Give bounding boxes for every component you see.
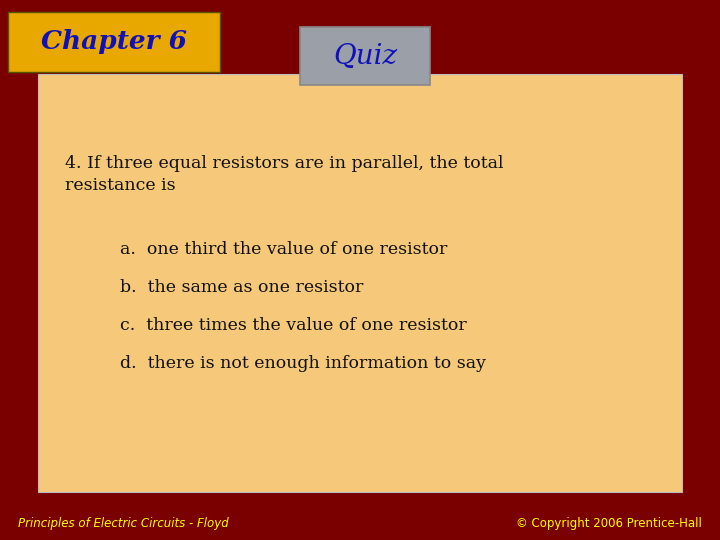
FancyBboxPatch shape bbox=[300, 27, 430, 85]
Text: c.  three times the value of one resistor: c. three times the value of one resistor bbox=[120, 318, 467, 334]
Text: Chapter 6: Chapter 6 bbox=[41, 30, 187, 55]
Text: a.  one third the value of one resistor: a. one third the value of one resistor bbox=[120, 241, 447, 259]
Text: 4. If three equal resistors are in parallel, the total: 4. If three equal resistors are in paral… bbox=[65, 155, 503, 172]
Text: resistance is: resistance is bbox=[65, 177, 176, 194]
Text: Principles of Electric Circuits - Floyd: Principles of Electric Circuits - Floyd bbox=[18, 517, 229, 530]
Text: d.  there is not enough information to say: d. there is not enough information to sa… bbox=[120, 355, 486, 373]
FancyBboxPatch shape bbox=[8, 12, 220, 72]
Text: © Copyright 2006 Prentice-Hall: © Copyright 2006 Prentice-Hall bbox=[516, 517, 702, 530]
Bar bbox=[38, 74, 682, 492]
Text: Quiz: Quiz bbox=[333, 43, 397, 70]
Text: b.  the same as one resistor: b. the same as one resistor bbox=[120, 280, 364, 296]
Bar bbox=[0, 495, 720, 540]
